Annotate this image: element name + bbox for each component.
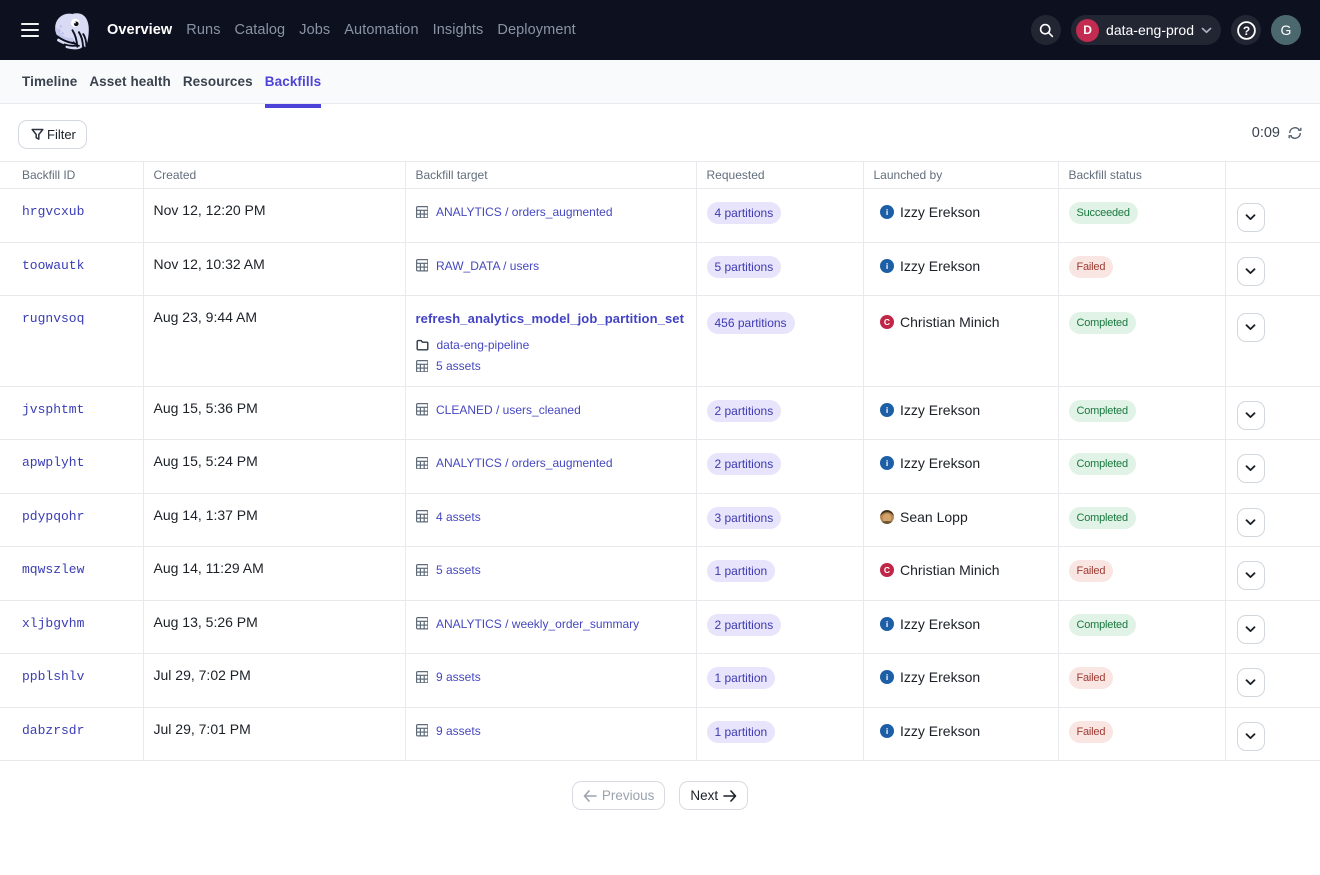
svg-text:?: ? — [1242, 23, 1249, 37]
